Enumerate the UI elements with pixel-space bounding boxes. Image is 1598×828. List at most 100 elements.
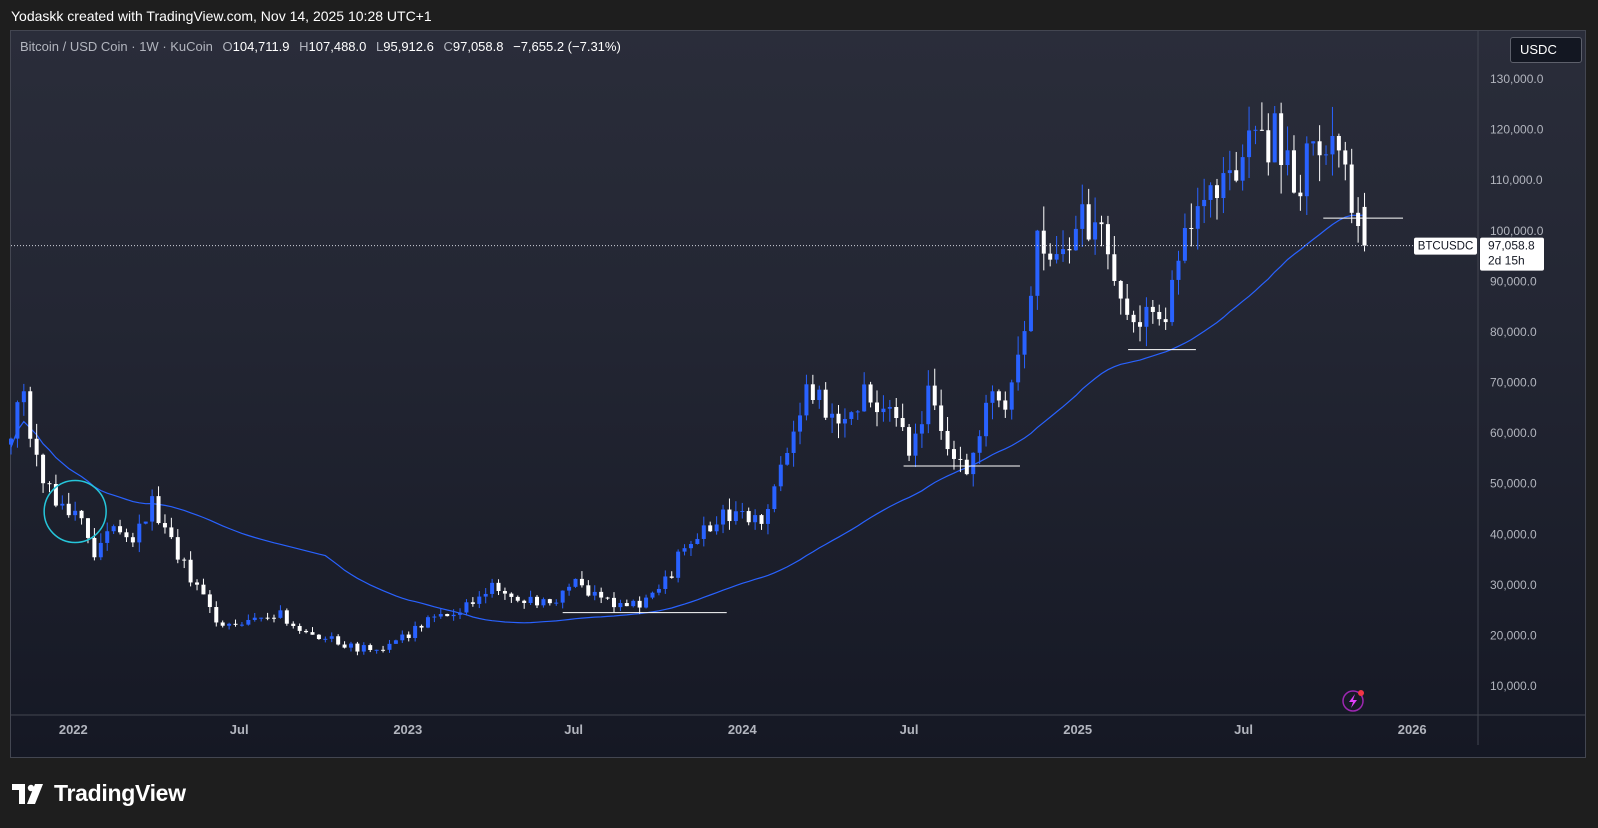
candle-body xyxy=(233,623,238,625)
candle-body xyxy=(387,643,392,650)
x-tick-label: Jul xyxy=(1234,722,1253,737)
candle-body xyxy=(759,515,764,524)
candle-body xyxy=(458,612,463,615)
candle-body xyxy=(1311,141,1316,144)
y-tick-label: 130,000.0 xyxy=(1490,72,1544,86)
candle-body xyxy=(663,576,668,589)
candle-body xyxy=(496,582,501,591)
candle-body xyxy=(1028,295,1033,332)
y-tick-label: 90,000.0 xyxy=(1490,274,1537,288)
candle-body xyxy=(130,537,135,543)
candle-body xyxy=(1291,150,1296,193)
candle-body xyxy=(592,591,597,596)
candle-body xyxy=(676,551,681,578)
candle-body xyxy=(1048,253,1053,260)
candle-body xyxy=(220,622,225,626)
candle-body xyxy=(605,597,610,599)
candle-body xyxy=(1221,173,1226,199)
candle-body xyxy=(881,408,886,413)
candle-body xyxy=(265,617,270,619)
lightning-alert-icon[interactable] xyxy=(1342,690,1364,712)
candle-body xyxy=(1189,227,1194,229)
candle-body xyxy=(85,518,90,538)
candle-body xyxy=(124,532,129,538)
candle-body xyxy=(791,431,796,453)
candle-body xyxy=(105,531,110,543)
candle-body xyxy=(1080,204,1085,229)
candle-body xyxy=(470,602,475,604)
candle-body xyxy=(611,597,616,608)
price-badge-countdown: 2d 15h xyxy=(1488,254,1525,268)
candle-body xyxy=(849,412,854,419)
candle-body xyxy=(1003,400,1008,410)
candle-body xyxy=(239,624,244,626)
candle-body xyxy=(1253,129,1258,131)
candle-body xyxy=(830,413,835,418)
candle-body xyxy=(669,576,674,578)
candle-body xyxy=(708,525,713,532)
candle-body xyxy=(913,433,918,456)
candle-body xyxy=(304,630,309,633)
candle-body xyxy=(887,407,892,409)
candle-body xyxy=(650,592,655,598)
candle-body xyxy=(1272,113,1277,163)
candle-body xyxy=(535,596,540,606)
candle-body xyxy=(868,384,873,403)
chart-frame xyxy=(10,30,1586,758)
alert-bolt xyxy=(1349,694,1357,708)
symbol-title[interactable]: Bitcoin / USD Coin · 1W · KuCoin xyxy=(20,39,213,54)
candle-body xyxy=(1086,204,1091,240)
candle-body xyxy=(522,600,527,603)
candle-body xyxy=(945,430,950,450)
candle-body xyxy=(637,600,642,608)
y-tick-label: 20,000.0 xyxy=(1490,628,1537,642)
alert-dot xyxy=(1358,690,1364,696)
tradingview-brand[interactable]: TradingView xyxy=(12,780,186,807)
candle-body xyxy=(348,643,353,648)
candle-body xyxy=(1240,157,1245,181)
candle-body xyxy=(432,616,437,618)
candle-body xyxy=(1118,281,1123,299)
x-tick-label: Jul xyxy=(230,722,249,737)
candle-body xyxy=(900,418,905,428)
currency-button[interactable]: USDC xyxy=(1510,37,1582,63)
candle-body xyxy=(483,593,488,597)
candle-body xyxy=(528,596,533,603)
candle-body xyxy=(804,384,809,416)
candle-body xyxy=(1234,170,1239,181)
candle-body xyxy=(143,521,148,524)
candle-body xyxy=(573,578,578,587)
candle-body xyxy=(714,524,719,532)
x-tick-label: 2026 xyxy=(1398,722,1427,737)
candle-body xyxy=(984,402,989,437)
candle-body xyxy=(246,619,251,625)
candle-body xyxy=(21,391,26,403)
candle-body xyxy=(1131,314,1136,323)
candle-body xyxy=(1182,227,1187,261)
candle-body xyxy=(28,391,33,439)
candle-body xyxy=(342,644,347,648)
candle-body xyxy=(996,391,1001,401)
candle-body xyxy=(823,389,828,418)
ticker-label: BTCUSDC xyxy=(1418,241,1474,253)
high-value: 107,488.0 xyxy=(308,39,367,54)
candle-body xyxy=(971,452,976,475)
candle-body xyxy=(951,449,956,459)
candle-body xyxy=(201,584,206,595)
candle-body xyxy=(214,607,219,623)
candle-body xyxy=(1356,212,1361,227)
candle-body xyxy=(9,438,13,445)
candle-body xyxy=(1009,382,1014,410)
price-badge-box xyxy=(1480,237,1544,271)
y-tick-label: 120,000.0 xyxy=(1490,123,1544,137)
y-tick-label: 110,000.0 xyxy=(1490,173,1543,187)
candle-body xyxy=(778,464,783,487)
low-label: L xyxy=(376,39,384,54)
x-tick-label: Jul xyxy=(900,722,919,737)
candle-body xyxy=(599,591,604,598)
candle-body xyxy=(817,389,822,401)
y-tick-label: 80,000.0 xyxy=(1490,325,1537,339)
candle-body xyxy=(541,599,546,606)
candle-body xyxy=(586,585,591,596)
